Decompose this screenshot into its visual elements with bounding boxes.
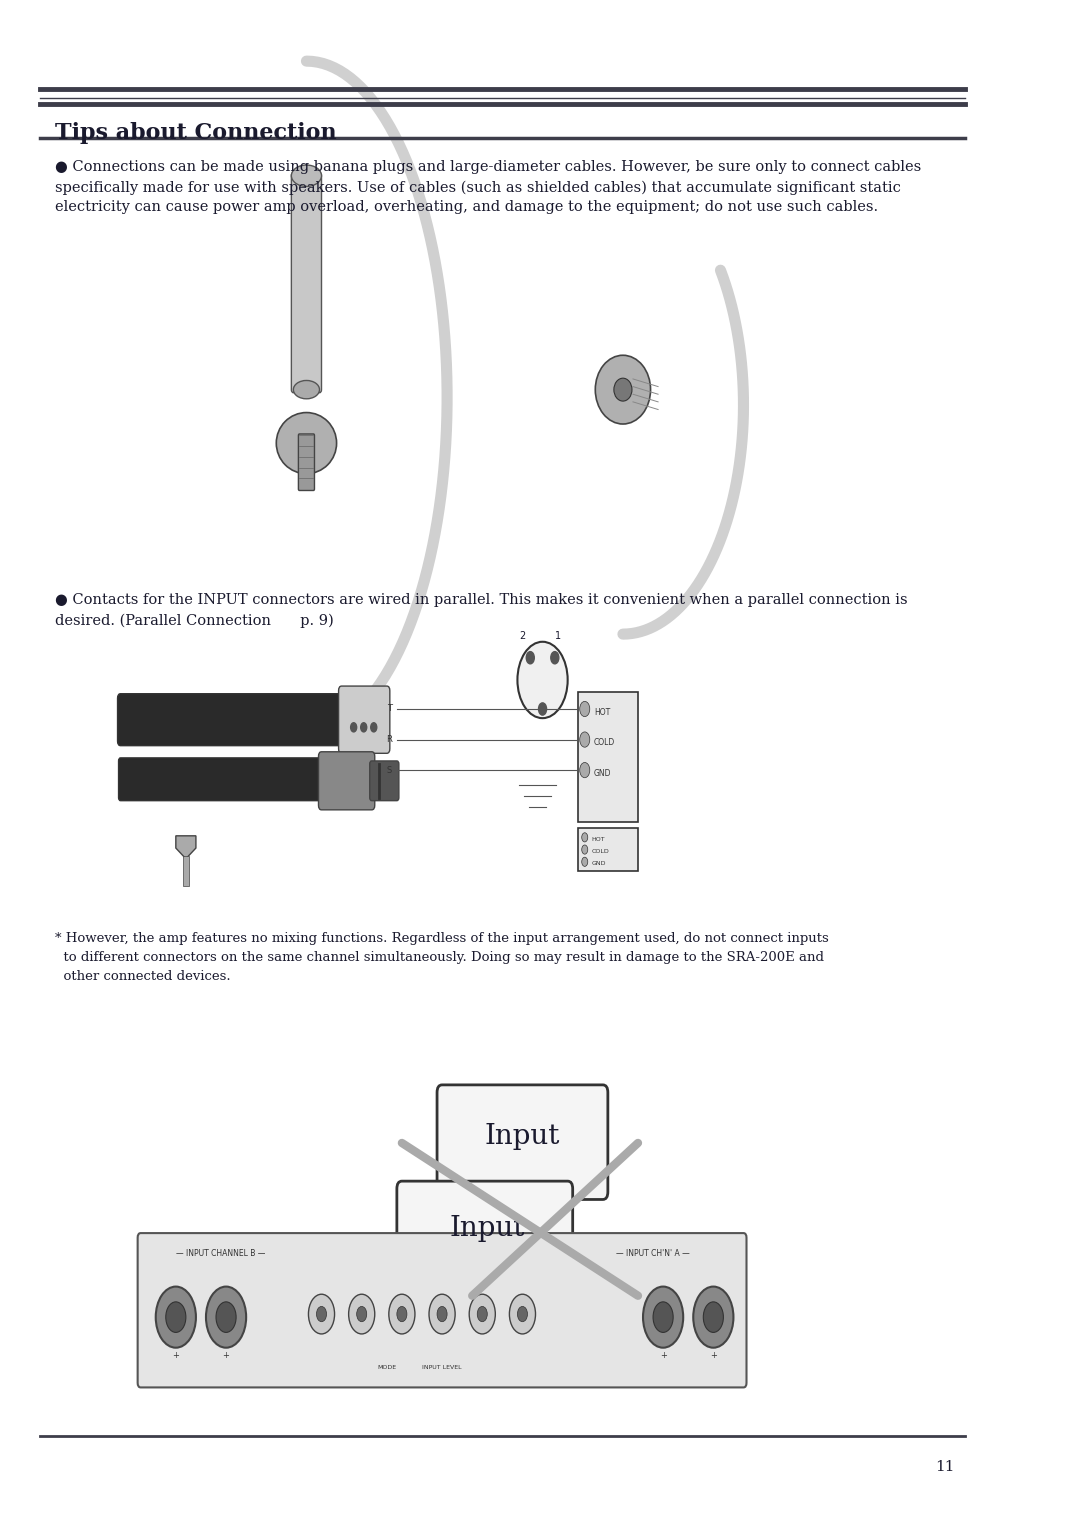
- FancyBboxPatch shape: [298, 434, 314, 490]
- Circle shape: [517, 1306, 527, 1322]
- Text: ● Connections can be made using banana plugs and large-diameter cables. However,: ● Connections can be made using banana p…: [55, 160, 921, 214]
- Circle shape: [156, 1287, 195, 1348]
- Text: COLD: COLD: [594, 738, 615, 747]
- Circle shape: [165, 1302, 186, 1332]
- Text: HOT: HOT: [592, 837, 606, 842]
- Circle shape: [469, 1294, 496, 1334]
- Text: INPUT LEVEL: INPUT LEVEL: [422, 1365, 462, 1371]
- FancyBboxPatch shape: [118, 694, 345, 746]
- Circle shape: [349, 1294, 375, 1334]
- Circle shape: [389, 1294, 415, 1334]
- Text: Tips about Connection: Tips about Connection: [55, 122, 337, 144]
- Text: 2: 2: [519, 631, 526, 640]
- Circle shape: [693, 1287, 733, 1348]
- Text: +: +: [222, 1351, 229, 1360]
- Text: Input: Input: [449, 1215, 525, 1242]
- FancyBboxPatch shape: [119, 758, 324, 801]
- Text: — INPUT CH'N' A —: — INPUT CH'N' A —: [617, 1248, 690, 1258]
- FancyBboxPatch shape: [437, 1085, 608, 1199]
- Circle shape: [510, 1294, 536, 1334]
- Circle shape: [539, 703, 546, 715]
- Circle shape: [429, 1294, 455, 1334]
- Circle shape: [653, 1302, 673, 1332]
- Text: COLD: COLD: [592, 850, 609, 854]
- Text: S: S: [387, 766, 392, 775]
- FancyBboxPatch shape: [578, 692, 638, 822]
- Text: 11: 11: [935, 1459, 955, 1475]
- Polygon shape: [176, 836, 195, 859]
- FancyBboxPatch shape: [578, 828, 638, 871]
- Text: +: +: [710, 1351, 717, 1360]
- Ellipse shape: [613, 377, 632, 402]
- Text: GND: GND: [594, 769, 611, 778]
- FancyBboxPatch shape: [292, 173, 322, 393]
- Text: Input: Input: [485, 1123, 561, 1151]
- Ellipse shape: [276, 413, 337, 474]
- Text: +: +: [173, 1351, 179, 1360]
- FancyBboxPatch shape: [396, 1181, 572, 1288]
- Circle shape: [643, 1287, 684, 1348]
- Circle shape: [370, 723, 377, 732]
- Circle shape: [526, 651, 535, 663]
- Circle shape: [477, 1306, 487, 1322]
- Circle shape: [351, 723, 356, 732]
- FancyBboxPatch shape: [319, 752, 375, 810]
- Text: HOT: HOT: [594, 707, 610, 717]
- Circle shape: [703, 1302, 724, 1332]
- Ellipse shape: [595, 356, 650, 423]
- Circle shape: [580, 732, 590, 747]
- Text: R: R: [386, 735, 392, 744]
- Circle shape: [396, 1306, 407, 1322]
- Circle shape: [582, 857, 588, 866]
- Text: ● Contacts for the INPUT connectors are wired in parallel. This makes it conveni: ● Contacts for the INPUT connectors are …: [55, 593, 908, 628]
- Circle shape: [309, 1294, 335, 1334]
- Ellipse shape: [292, 165, 322, 186]
- Text: GND: GND: [592, 862, 606, 866]
- Circle shape: [582, 845, 588, 854]
- Text: * However, the amp features no mixing functions. Regardless of the input arrange: * However, the amp features no mixing fu…: [55, 932, 829, 983]
- Circle shape: [361, 723, 367, 732]
- Text: 1: 1: [555, 631, 561, 640]
- Circle shape: [580, 701, 590, 717]
- Circle shape: [206, 1287, 246, 1348]
- Circle shape: [582, 833, 588, 842]
- FancyBboxPatch shape: [137, 1233, 746, 1387]
- Circle shape: [580, 762, 590, 778]
- FancyBboxPatch shape: [369, 761, 399, 801]
- FancyBboxPatch shape: [183, 856, 189, 886]
- Text: T: T: [387, 704, 392, 714]
- Circle shape: [551, 651, 558, 663]
- FancyBboxPatch shape: [339, 686, 390, 753]
- Circle shape: [216, 1302, 237, 1332]
- Text: MODE: MODE: [377, 1365, 396, 1371]
- Circle shape: [517, 642, 568, 718]
- Circle shape: [437, 1306, 447, 1322]
- Circle shape: [356, 1306, 367, 1322]
- Circle shape: [316, 1306, 326, 1322]
- Ellipse shape: [294, 380, 320, 399]
- Text: — INPUT CHANNEL B —: — INPUT CHANNEL B —: [176, 1248, 266, 1258]
- Text: +: +: [660, 1351, 666, 1360]
